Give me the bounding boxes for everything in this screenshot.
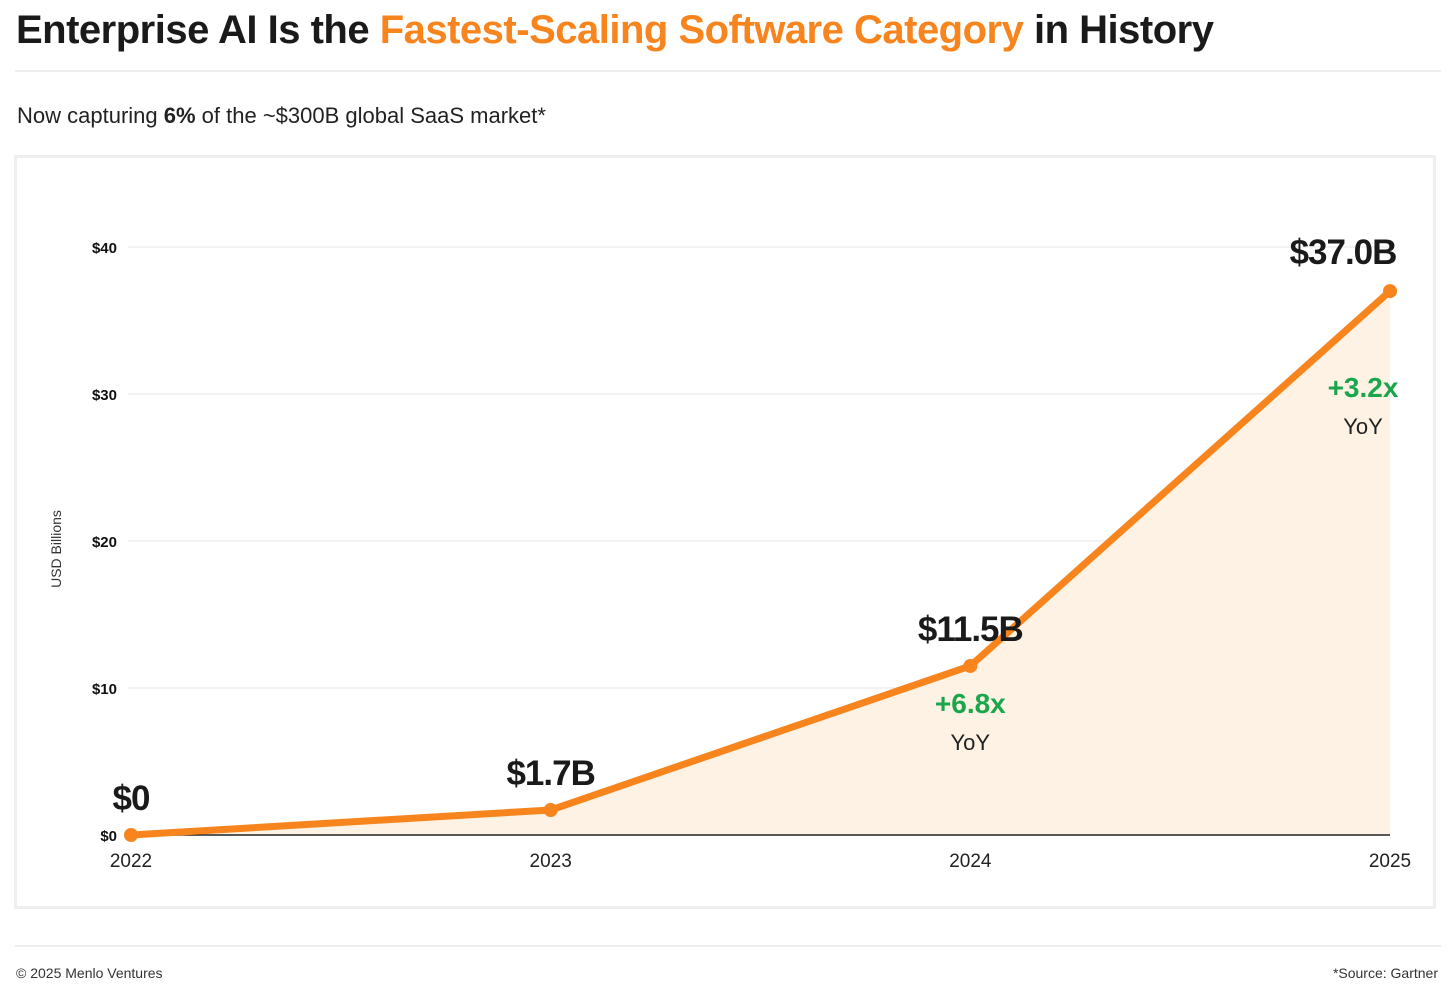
x-tick-label: 2023 — [530, 851, 572, 872]
subtitle-part-2: of the ~$300B global SaaS market* — [195, 103, 546, 128]
chart-panel — [14, 155, 1436, 909]
growth-label-2025: +3.2x — [1328, 372, 1399, 403]
data-label-2022: $0 — [113, 779, 150, 818]
x-tick-label: 2024 — [949, 851, 992, 872]
page-title: Enterprise AI Is the Fastest-Scaling Sof… — [16, 8, 1214, 53]
growth-label-2024: +6.8x — [935, 688, 1006, 719]
area-fill — [131, 291, 1390, 836]
data-point-2022 — [124, 828, 138, 842]
title-part-2: in History — [1023, 8, 1214, 52]
copyright: © 2025 Menlo Ventures — [16, 965, 163, 981]
data-label-2023: $1.7B — [506, 754, 594, 793]
data-point-2024 — [963, 658, 978, 673]
y-tick-label: $20 — [92, 534, 117, 551]
subtitle-percent: 6% — [163, 103, 196, 128]
growth-period-2025: YoY — [1343, 414, 1383, 439]
data-point-2023 — [543, 803, 558, 818]
x-tick-label: 2025 — [1369, 851, 1411, 872]
series-line — [127, 287, 1394, 839]
header-divider — [15, 70, 1441, 72]
footer-divider — [15, 945, 1441, 947]
y-tick-label: $10 — [92, 681, 117, 698]
growth-period-2024: YoY — [951, 730, 991, 755]
y-axis-title: USD Billions — [48, 510, 64, 588]
title-part-1: Enterprise AI Is the — [16, 8, 380, 52]
data-point-2025 — [1383, 284, 1397, 299]
source-note: *Source: Gartner — [1332, 965, 1438, 981]
subtitle-part-1: Now capturing — [17, 103, 164, 128]
x-tick-label: 2022 — [110, 851, 152, 872]
title-accent: Fastest-Scaling Software Category — [379, 8, 1024, 52]
subtitle: Now capturing 6% of the ~$300B global Sa… — [17, 103, 546, 129]
data-label-2024: $11.5B — [918, 610, 1023, 649]
y-tick-label: $30 — [92, 387, 117, 404]
data-label-2025: $37.0B — [1290, 233, 1397, 272]
y-tick-label: $0 — [100, 828, 117, 845]
y-tick-label: $40 — [92, 240, 117, 257]
